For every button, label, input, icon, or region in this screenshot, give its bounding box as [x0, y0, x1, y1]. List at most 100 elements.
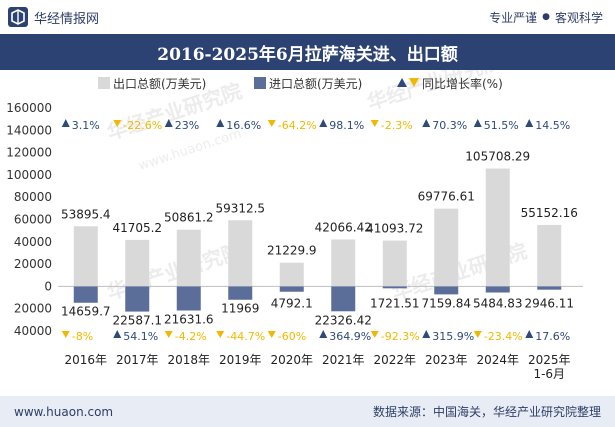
import-value-label: 1721.51 [370, 296, 420, 310]
y-tick-label: 140000 [6, 123, 52, 137]
x-category-label-line: 2017年 [116, 353, 159, 367]
export-bar [279, 262, 304, 287]
y-tick-label: 120000 [6, 146, 52, 160]
import-growth-down-triangle-icon [370, 331, 379, 338]
y-tick-label: 40000 [14, 324, 52, 338]
import-bar [434, 286, 459, 295]
legend-swatch-import [254, 77, 266, 89]
legend-down-triangle-icon [409, 78, 419, 87]
import-growth-down-triangle-icon [61, 331, 70, 338]
y-tick-label: 20000 [14, 302, 52, 316]
export-value-label: 50861.2 [164, 211, 214, 225]
export-value-label: 41093.72 [366, 222, 423, 236]
import-value-label: 14659.7 [61, 305, 111, 319]
import-value-label: 4792.1 [271, 296, 313, 310]
import-bar [73, 286, 98, 303]
export-growth-label: 70.3% [432, 119, 467, 132]
import-value-label: 7159.84 [421, 296, 471, 310]
import-value-label: 21631.6 [164, 313, 214, 327]
x-category-label: 2020年 [270, 353, 313, 367]
x-category-label: 2017年 [116, 353, 159, 367]
import-growth-down-triangle-icon [164, 331, 173, 338]
import-bar [125, 286, 150, 312]
export-value-label: 42066.42 [315, 220, 372, 234]
x-category-label: 2019年 [219, 353, 262, 367]
y-tick-label: 20000 [14, 257, 52, 271]
import-growth-up-triangle-icon [319, 330, 328, 338]
data-labels-layer: 53895.4 14659.7 41705.2 22587.1 50861.2 21631… [61, 150, 578, 328]
import-growth-label: 315.9% [432, 330, 474, 343]
footer-bar: www.huaon.com 数据来源：中国海关，华经产业研究院整理 [0, 396, 615, 427]
export-growth-down-triangle-icon [370, 120, 379, 127]
import-growth-up-triangle-icon [113, 330, 122, 338]
brand: 华经情报网 [8, 7, 99, 27]
footer-url: www.huaon.com [14, 404, 114, 419]
import-growth-down-triangle-icon [473, 331, 482, 338]
import-value-label: 5484.83 [473, 296, 523, 310]
import-growth-label: 364.9% [329, 330, 371, 343]
y-tick-label: 80000 [14, 190, 52, 204]
export-value-label: 53895.4 [61, 207, 111, 221]
tagline-left: 专业严谨 [489, 10, 538, 25]
export-growth-label: 23% [175, 119, 199, 132]
y-tick-label: 100000 [6, 168, 52, 182]
x-category-label: 2021年 [322, 353, 365, 367]
x-category-label: 2024年 [476, 353, 519, 367]
x-axis: 2016年 2017年 2018年 2019年 2020年 2021年 2022年 2023年… [64, 353, 570, 381]
x-category-label-line: 2018年 [167, 353, 210, 367]
export-growth-label: -22.6% [123, 119, 162, 132]
bars-layer [73, 168, 562, 312]
legend-up-triangle-icon [397, 78, 407, 87]
export-bar [176, 229, 201, 287]
import-growth-label: -44.7% [226, 330, 265, 343]
tagline-right: 客观科学 [554, 10, 603, 25]
y-tick-label: 0 [44, 279, 52, 293]
x-category-label-line: 2020年 [270, 353, 313, 367]
export-value-label: 59312.5 [215, 201, 265, 215]
header-bar: 华经情报网 专业严谨 ● 客观科学 [0, 0, 615, 34]
import-growth-up-triangle-icon [525, 330, 534, 338]
export-value-label: 105708.29 [465, 150, 530, 164]
export-growth-label: -64.2% [278, 119, 317, 132]
import-bar [537, 286, 562, 290]
import-value-label: 22326.42 [315, 313, 372, 327]
export-growth-down-triangle-icon [113, 120, 122, 127]
import-value-label: 2946.11 [524, 296, 574, 310]
import-growth-down-triangle-icon [267, 331, 276, 338]
huajing-logo-icon [8, 7, 28, 27]
export-bar [434, 208, 459, 287]
y-tick-label: 160000 [6, 101, 52, 115]
x-category-label-line: 2022年 [373, 353, 416, 367]
legend-label-export: 出口总额(万美元) [113, 77, 206, 91]
export-growth-up-triangle-icon [525, 119, 534, 127]
import-bar [176, 286, 201, 311]
title-bar: 2016-2025年6月拉萨海关进、出口额 [0, 34, 615, 70]
x-category-label-line: 2021年 [322, 353, 365, 367]
export-bar [537, 224, 562, 287]
export-value-label: 55152.16 [521, 206, 578, 220]
import-growth-label: -4.2% [175, 330, 207, 343]
x-category-label-line: 1-6月 [533, 367, 565, 381]
import-bar [331, 286, 356, 312]
export-bar [73, 226, 98, 287]
export-value-label: 69776.61 [418, 190, 475, 204]
export-growth-up-triangle-icon [216, 119, 225, 127]
export-growth-label: 14.5% [535, 119, 570, 132]
export-growth-up-triangle-icon [164, 119, 173, 127]
export-bar [331, 239, 356, 287]
x-category-label: 2023年 [425, 353, 468, 367]
import-bar [228, 286, 253, 300]
export-growth-label: 51.5% [484, 119, 519, 132]
export-growth-label: 3.1% [72, 119, 100, 132]
import-bar [382, 286, 407, 289]
import-bar [279, 286, 304, 292]
watermark-url: www.huaon.com [137, 126, 244, 173]
x-category-label-line: 2025年 [528, 353, 571, 367]
growth-rate-layer: 3.1% -8% -22.6% 54.1% 23% -4.2% 16.6% -44.7% -64… [61, 119, 570, 343]
x-category-label: 2022年 [373, 353, 416, 367]
tagline: 专业严谨 ● 客观科学 [489, 9, 603, 26]
export-bar [485, 168, 510, 287]
y-tick-label: 60000 [14, 213, 52, 227]
brand-name: 华经情报网 [34, 11, 100, 27]
